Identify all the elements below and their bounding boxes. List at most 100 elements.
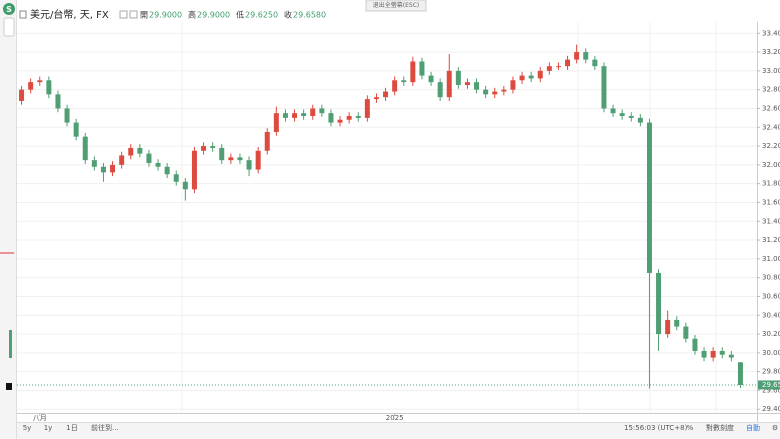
y-tick-label: 32.80 bbox=[762, 86, 780, 94]
axes: 29.40 29.60 29.80 30.00 30.20 30.40 30.60 30.80… bbox=[33, 29, 780, 422]
candle-body bbox=[137, 147, 143, 154]
y-tick-label: 31.40 bbox=[762, 217, 780, 225]
candle-body bbox=[737, 362, 743, 385]
candle-body bbox=[219, 147, 225, 161]
legend-label: 低 bbox=[236, 10, 244, 20]
candle-body bbox=[683, 326, 689, 339]
candle-body bbox=[319, 108, 325, 114]
left-strip bbox=[0, 0, 16, 439]
percent-toggle[interactable]: % bbox=[687, 424, 694, 432]
candle-body bbox=[19, 89, 25, 101]
y-tick-label: 32.20 bbox=[762, 142, 780, 150]
y-tick-label: 31.20 bbox=[762, 236, 780, 244]
range-button[interactable]: 1日 bbox=[66, 424, 77, 432]
candle-body bbox=[665, 319, 671, 335]
logo bbox=[3, 3, 15, 15]
candle-body bbox=[37, 80, 43, 83]
candle-body bbox=[373, 97, 379, 100]
tool-button[interactable] bbox=[3, 17, 15, 37]
candle-body bbox=[628, 115, 634, 118]
y-tick-label: 31.00 bbox=[762, 255, 780, 263]
candle-body bbox=[510, 80, 516, 90]
x-tick-label: 2025 bbox=[386, 414, 404, 422]
y-tick-label: 32.60 bbox=[762, 104, 780, 112]
candle-body bbox=[164, 166, 170, 175]
exit-fullscreen-button[interactable] bbox=[365, 0, 427, 12]
candle-body bbox=[401, 80, 407, 83]
candle-body bbox=[637, 117, 643, 123]
ohlc-legend: 開 29.9000 高 29.9000 低 29.6250 收 29.6580 bbox=[140, 10, 326, 20]
candle-body bbox=[392, 80, 398, 92]
candle-body bbox=[55, 94, 61, 109]
settings-icon[interactable]: ⚙ bbox=[772, 424, 778, 432]
candle-body bbox=[82, 136, 88, 161]
y-tick-label: 30.40 bbox=[762, 311, 780, 319]
candle-body bbox=[292, 113, 298, 118]
y-tick-label: 32.00 bbox=[762, 161, 780, 169]
candle-body bbox=[474, 82, 480, 90]
candle-body bbox=[455, 70, 461, 85]
candle-body bbox=[146, 153, 152, 163]
legend-value: 29.6580 bbox=[293, 11, 326, 20]
candle-body bbox=[719, 350, 725, 355]
candle-body bbox=[246, 160, 252, 170]
candle-body bbox=[574, 52, 580, 60]
y-tick-label: 33.40 bbox=[762, 29, 780, 37]
candles bbox=[17, 44, 757, 389]
y-tick-label: 32.40 bbox=[762, 123, 780, 131]
candle-body bbox=[674, 319, 680, 327]
range-button[interactable]: 5y bbox=[23, 424, 32, 432]
candle-body bbox=[410, 61, 416, 83]
icon[interactable] bbox=[119, 10, 128, 19]
candle-body bbox=[155, 162, 161, 167]
candle-body bbox=[191, 150, 197, 190]
x-tick-label: 八月 bbox=[33, 414, 47, 422]
candle-body bbox=[619, 113, 625, 116]
mini-candle bbox=[9, 330, 12, 358]
legend-value: 29.9000 bbox=[197, 11, 230, 20]
candle-body bbox=[483, 89, 489, 95]
auto-toggle[interactable]: 自動 bbox=[746, 423, 760, 432]
log-toggle[interactable]: 對數刻度 bbox=[706, 423, 734, 432]
legend-value: 29.9000 bbox=[149, 11, 182, 20]
candle-body bbox=[73, 122, 79, 137]
candle-body bbox=[273, 113, 279, 132]
y-tick-label: 30.00 bbox=[762, 349, 780, 357]
y-tick-label: 31.80 bbox=[762, 180, 780, 188]
candle-body bbox=[182, 181, 188, 190]
y-tick-label: 30.60 bbox=[762, 292, 780, 300]
candle-body bbox=[592, 59, 598, 67]
candle-body bbox=[337, 119, 343, 123]
candle-body bbox=[519, 75, 525, 81]
candle-body bbox=[282, 113, 288, 118]
y-tick-label: 30.80 bbox=[762, 274, 780, 282]
candle-body bbox=[492, 91, 498, 95]
y-tick-label: 29.60 bbox=[762, 386, 780, 394]
y-tick-label: 31.60 bbox=[762, 198, 780, 206]
candle-body bbox=[328, 113, 334, 123]
candle-body bbox=[64, 108, 70, 123]
range-button[interactable]: 1y bbox=[44, 424, 53, 432]
chart-title: 美元/台幣, 天, FX bbox=[30, 8, 109, 21]
candle-body bbox=[255, 150, 261, 170]
collapse-icon[interactable] bbox=[19, 10, 27, 19]
goto-button[interactable]: 前往到... bbox=[91, 423, 119, 432]
candle-body bbox=[501, 89, 507, 92]
y-tick-label: 29.40 bbox=[762, 405, 780, 413]
last-price-label: 29.65 bbox=[762, 381, 780, 389]
candle-body bbox=[583, 52, 589, 60]
candle-body bbox=[428, 75, 434, 83]
candle-body bbox=[355, 115, 361, 118]
candle-body bbox=[346, 115, 352, 120]
candle-body bbox=[646, 122, 652, 273]
grid bbox=[17, 32, 757, 410]
exit-fullscreen[interactable]: 退出全螢幕(ESC) bbox=[373, 1, 419, 9]
candle-body bbox=[464, 82, 470, 85]
candle-body bbox=[610, 108, 616, 114]
candle-body bbox=[601, 66, 607, 109]
candle-body bbox=[110, 164, 116, 173]
icon[interactable] bbox=[129, 10, 138, 19]
y-tick-label: 33.00 bbox=[762, 67, 780, 75]
candle-body bbox=[237, 157, 243, 161]
